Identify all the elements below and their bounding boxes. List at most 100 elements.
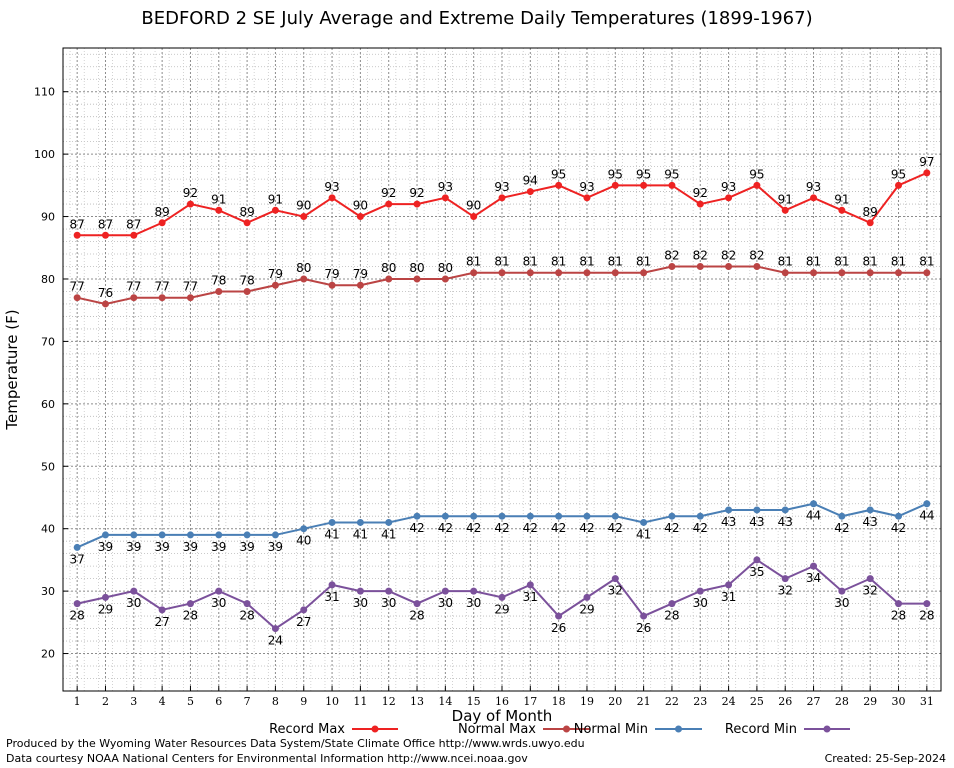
y-tick-label: 30 — [41, 585, 55, 598]
data-point — [555, 512, 563, 520]
x-tick-label: 18 — [552, 695, 566, 708]
data-label: 80 — [381, 261, 396, 275]
data-point — [696, 262, 704, 270]
data-point — [271, 281, 279, 289]
data-point — [696, 512, 704, 520]
data-label: 30 — [353, 596, 368, 610]
data-point — [186, 531, 194, 539]
x-tick-label: 11 — [353, 695, 367, 708]
data-label: 77 — [126, 280, 141, 294]
data-point — [611, 181, 619, 189]
data-point — [158, 219, 166, 227]
data-point — [498, 194, 506, 202]
data-point — [526, 188, 534, 196]
x-tick-label: 28 — [835, 695, 849, 708]
data-point — [696, 587, 704, 595]
data-point — [441, 512, 449, 520]
data-label: 39 — [239, 540, 254, 554]
x-tick-label: 20 — [608, 695, 622, 708]
data-label: 81 — [778, 255, 793, 269]
data-point — [895, 269, 903, 277]
data-label: 95 — [636, 167, 651, 181]
data-point — [753, 506, 761, 514]
data-label: 93 — [438, 180, 453, 194]
data-point — [130, 294, 138, 302]
data-courtesy-credit: Data courtesy NOAA National Centers for … — [6, 752, 528, 765]
x-tick-label: 19 — [580, 695, 594, 708]
data-point — [781, 575, 789, 583]
data-point — [413, 600, 421, 608]
data-point — [413, 275, 421, 283]
data-label: 42 — [494, 521, 509, 535]
data-point — [611, 512, 619, 520]
data-label: 28 — [70, 609, 85, 623]
chart-title: BEDFORD 2 SE July Average and Extreme Da… — [141, 8, 813, 29]
x-tick-label: 7 — [244, 695, 251, 708]
data-label: 92 — [183, 186, 198, 200]
data-point — [640, 269, 648, 277]
x-tick-label: 21 — [637, 695, 651, 708]
legend-marker — [371, 725, 379, 733]
data-label: 95 — [664, 167, 679, 181]
data-label: 41 — [636, 527, 651, 541]
data-label: 79 — [268, 267, 283, 281]
data-label: 43 — [863, 515, 878, 529]
data-label: 43 — [778, 515, 793, 529]
data-label: 31 — [721, 590, 736, 604]
data-point — [215, 287, 223, 295]
x-tick-label: 1 — [74, 695, 81, 708]
data-label: 28 — [891, 609, 906, 623]
data-label: 43 — [749, 515, 764, 529]
data-label: 76 — [98, 286, 113, 300]
data-point — [215, 587, 223, 595]
data-point — [866, 219, 874, 227]
data-point — [300, 213, 308, 221]
y-tick-label: 40 — [41, 523, 55, 536]
data-point — [328, 281, 336, 289]
data-label: 79 — [353, 267, 368, 281]
data-label: 42 — [409, 521, 424, 535]
data-point — [271, 206, 279, 214]
data-point — [753, 181, 761, 189]
x-tick-label: 12 — [382, 695, 396, 708]
data-label: 92 — [409, 186, 424, 200]
data-point — [101, 300, 109, 308]
x-tick-label: 2 — [102, 695, 109, 708]
data-label: 30 — [834, 596, 849, 610]
data-label: 27 — [154, 615, 169, 629]
data-label: 89 — [154, 205, 169, 219]
data-label: 39 — [268, 540, 283, 554]
data-point — [243, 531, 251, 539]
data-label: 39 — [126, 540, 141, 554]
data-point — [526, 512, 534, 520]
data-point — [611, 575, 619, 583]
data-label: 44 — [806, 509, 821, 523]
data-label: 91 — [834, 192, 849, 206]
data-label: 31 — [324, 590, 339, 604]
data-label: 81 — [551, 255, 566, 269]
x-tick-label: 4 — [159, 695, 166, 708]
data-point — [441, 587, 449, 595]
x-tick-label: 29 — [863, 695, 877, 708]
data-point — [73, 600, 81, 608]
data-point — [271, 625, 279, 633]
data-label: 30 — [211, 596, 226, 610]
data-point — [640, 518, 648, 526]
data-point — [895, 512, 903, 520]
data-label: 44 — [919, 509, 934, 523]
data-point — [271, 531, 279, 539]
data-point — [300, 275, 308, 283]
data-label: 28 — [409, 609, 424, 623]
data-label: 29 — [579, 602, 594, 616]
x-tick-label: 24 — [722, 695, 736, 708]
data-point — [781, 506, 789, 514]
data-point — [781, 206, 789, 214]
data-label: 41 — [324, 527, 339, 541]
data-point — [413, 512, 421, 520]
data-label: 41 — [381, 527, 396, 541]
data-label: 42 — [664, 521, 679, 535]
data-point — [300, 525, 308, 533]
data-point — [895, 181, 903, 189]
y-tick-label: 90 — [41, 211, 55, 224]
data-point — [413, 200, 421, 208]
